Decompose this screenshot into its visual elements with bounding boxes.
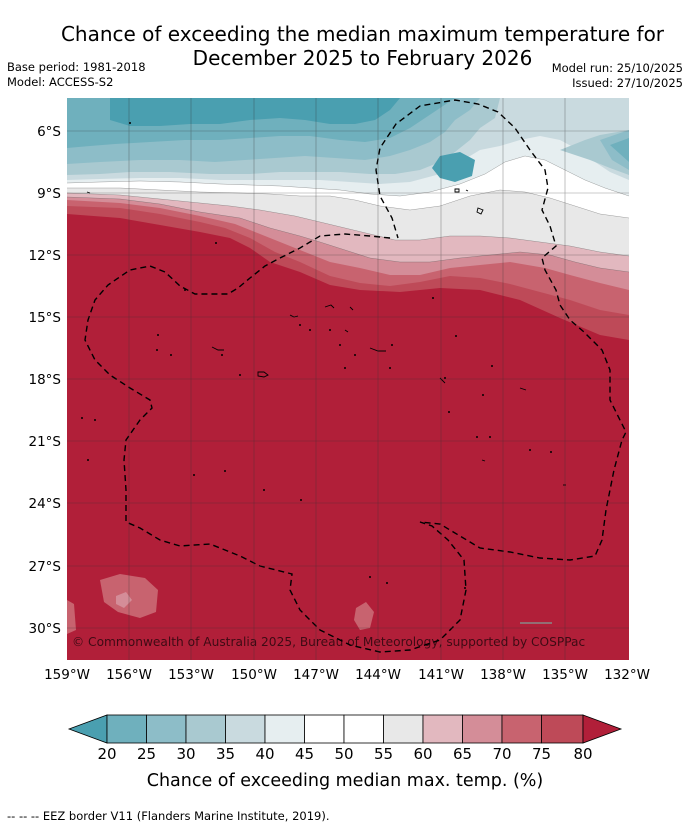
lat-label: 12°S	[29, 248, 62, 264]
colorbar-tick-label: 20	[97, 745, 117, 763]
colorbar-segment	[185, 714, 226, 744]
colorbar-segment	[225, 714, 266, 744]
colorbar-tick-label: 45	[294, 745, 315, 763]
lat-label: 15°S	[29, 310, 62, 326]
latitude-labels: 6°S 9°S 12°S 15°S 18°S 21°S 24°S 27°S 30…	[29, 124, 62, 637]
colorbar-over-triangle	[582, 714, 623, 744]
colorbar-tick-label: 75	[531, 745, 552, 763]
colorbar-tick-label: 55	[373, 745, 394, 763]
lat-label: 9°S	[37, 186, 61, 202]
copyright-text: © Commonwealth of Australia 2025, Bureau…	[72, 635, 585, 649]
colorbar-tick-label: 60	[413, 745, 433, 763]
lon-label: 135°W	[542, 667, 588, 683]
colorbar-tick-label: 65	[452, 745, 473, 763]
lon-label: 150°W	[231, 667, 277, 683]
chart-title: Chance of exceeding the median maximum t…	[0, 22, 690, 70]
colorbar-segment	[343, 714, 384, 744]
lon-label: 132°W	[604, 667, 650, 683]
colorbar-tick-label: 30	[176, 745, 196, 763]
colorbar-segment	[501, 714, 542, 744]
colorbar	[67, 714, 623, 744]
title-line-2: December 2025 to February 2026	[192, 46, 533, 70]
colorbar-segment	[462, 714, 503, 744]
colorbar-under-triangle	[67, 714, 108, 744]
longitude-labels: 159°W 156°W 153°W 150°W 147°W 144°W 141°…	[44, 667, 650, 683]
meta-left: Base period: 1981-2018 Model: ACCESS-S2	[7, 60, 146, 90]
colorbar-segment	[383, 714, 424, 744]
colorbar-segment	[541, 714, 584, 744]
lon-label: 153°W	[168, 667, 214, 683]
colorbar-segment	[264, 714, 305, 744]
eez-borders	[84, 99, 627, 653]
lon-label: 141°W	[418, 667, 464, 683]
colorbar-segment	[422, 714, 463, 744]
colorbar-tick-label: 25	[136, 745, 157, 763]
patch-south-center	[354, 602, 374, 630]
colorbar-tick-label: 50	[334, 745, 354, 763]
lat-label: 21°S	[29, 434, 62, 450]
gridlines	[67, 98, 629, 660]
colorbar-segment	[146, 714, 187, 744]
colorbar-segment	[106, 714, 147, 744]
lat-label: 30°S	[29, 621, 62, 637]
island-dots	[81, 122, 552, 589]
probability-field: © Commonwealth of Australia 2025, Bureau…	[67, 98, 629, 660]
lat-label: 18°S	[29, 372, 62, 388]
colorbar-title: Chance of exceeding median max. temp. (%…	[146, 771, 544, 791]
band-below-20	[110, 98, 475, 182]
colorbar-tick-label: 70	[492, 745, 512, 763]
issued-text: Issued: 27/10/2025	[572, 76, 683, 90]
model-text: Model: ACCESS-S2	[7, 75, 114, 89]
colorbar-segment	[304, 714, 345, 744]
colorbar-tick-label: 80	[573, 745, 593, 763]
model-run-text: Model run: 25/10/2025	[551, 61, 683, 75]
title-line-1: Chance of exceeding the median maximum t…	[60, 22, 665, 46]
patch-southwest-inner	[116, 592, 132, 608]
eez-legend-text: -- -- -- EEZ border V11 (Flanders Marine…	[7, 809, 330, 823]
lon-label: 156°W	[106, 667, 152, 683]
lon-label: 138°W	[480, 667, 526, 683]
lat-label: 27°S	[29, 559, 62, 575]
lat-label: 24°S	[29, 496, 62, 512]
patch-west-edge	[67, 600, 76, 634]
lon-label: 147°W	[293, 667, 339, 683]
lon-label: 159°W	[44, 667, 90, 683]
colorbar-tick-label: 35	[215, 745, 236, 763]
colorbar-tick-label: 40	[255, 745, 275, 763]
meta-right: Model run: 25/10/2025 Issued: 27/10/2025	[552, 61, 683, 91]
lon-label: 144°W	[355, 667, 401, 683]
base-period-text: Base period: 1981-2018	[7, 60, 146, 74]
lat-label: 6°S	[37, 124, 61, 140]
